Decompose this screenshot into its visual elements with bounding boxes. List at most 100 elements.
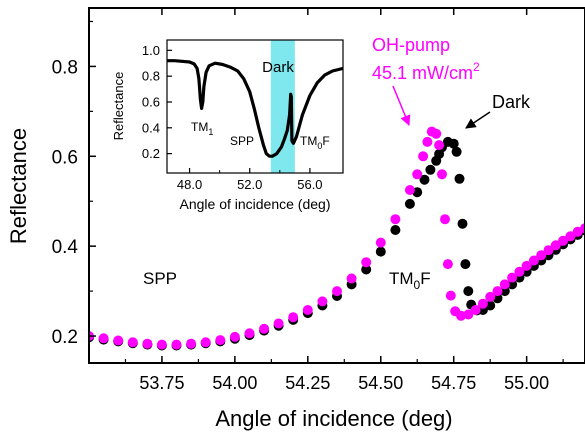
inset-y-tick-label: 1.0 — [142, 43, 160, 58]
main-point-pump — [431, 128, 442, 139]
main-point-pump — [422, 136, 433, 147]
main-point-dark — [448, 138, 459, 149]
main-x-tick-label: 54.00 — [212, 373, 257, 393]
main-point-pump — [186, 338, 197, 349]
main-point-pump — [442, 259, 453, 270]
main-chart: 53.75 54.00 54.25 54.50 54.75 55.00 0.2 0.4 0.6 0… — [6, 7, 585, 431]
inset-y-tick-label: 0.8 — [142, 69, 160, 84]
main-point-pump — [434, 140, 445, 151]
main-point-dark — [390, 225, 401, 235]
main-point-pump — [565, 231, 576, 242]
main-x-axis-label: Angle of incidence (deg) — [215, 406, 452, 431]
main-point-pump — [98, 333, 109, 344]
dark-arrow — [465, 111, 491, 129]
main-point-pump — [244, 328, 255, 339]
main-x-tick-label: 53.75 — [139, 373, 184, 393]
main-x-tick-label: 54.75 — [431, 373, 476, 393]
main-point-dark — [451, 146, 462, 157]
main-plot-frame — [88, 7, 585, 364]
main-point-pump — [463, 309, 474, 320]
main-point-pump — [127, 337, 138, 348]
inset-plot-frame — [166, 39, 344, 174]
main-point-pump — [521, 260, 532, 271]
main-y-axis-label: Reflectance — [6, 128, 31, 244]
main-point-pump — [317, 296, 328, 307]
main-point-pump — [440, 214, 450, 225]
main-point-dark — [457, 218, 468, 229]
main-point-pump — [375, 237, 386, 248]
main-point-pump — [492, 286, 503, 297]
pump-legend-line1: OH-pump — [372, 35, 450, 55]
main-point-pump — [412, 169, 423, 180]
inset-axis-ticks: 48.0 52.0 56.0 0.2 0.4 0.6 0.8 1.0 — [142, 43, 323, 192]
main-plot-marks — [89, 126, 585, 351]
inset-y-tick-label: 0.4 — [142, 120, 160, 135]
main-y-tick-label: 0.6 — [52, 147, 78, 168]
inset-x-tick-label: 56.0 — [297, 177, 322, 192]
main-point-dark — [404, 198, 415, 209]
main-point-pump — [361, 257, 372, 268]
main-point-pump — [499, 279, 510, 290]
main-point-dark — [361, 264, 372, 275]
main-point-pump — [288, 312, 299, 323]
main-point-pump — [470, 305, 481, 315]
inset-x-tick-label: 48.0 — [177, 177, 202, 192]
main-point-pump — [550, 240, 561, 251]
main-point-pump — [528, 255, 539, 266]
main-point-pump — [215, 335, 226, 346]
inset-plot-marks — [167, 59, 343, 158]
main-point-pump — [113, 335, 124, 346]
main-x-tick-label: 55.00 — [504, 373, 549, 393]
pump-legend-line2: 45.1 mW/cm2 — [372, 60, 480, 83]
inset-dark-curve — [167, 59, 343, 158]
main-point-dark — [463, 286, 474, 297]
main-point-pump — [445, 290, 456, 301]
inset-x-tick-label: 52.0 — [237, 177, 262, 192]
main-y-tick-label: 0.2 — [52, 327, 78, 348]
main-point-pump — [477, 298, 488, 309]
inset-y-tick-label: 0.2 — [142, 146, 160, 161]
main-point-pump — [536, 250, 547, 261]
main-point-pump — [514, 266, 525, 277]
main-x-tick-label: 54.50 — [358, 373, 403, 393]
inset-highlight-label: Dark — [262, 59, 294, 76]
main-x-tick-label: 54.25 — [285, 373, 330, 393]
spp-annotation: SPP — [143, 269, 177, 288]
main-point-pump — [332, 286, 342, 297]
inset-y-tick-label: 0.6 — [142, 94, 160, 109]
main-point-pump — [418, 151, 429, 162]
main-point-dark — [419, 174, 430, 185]
inset-x-axis-label: Angle of incidence (deg) — [180, 196, 331, 212]
main-point-dark — [454, 173, 465, 184]
main-point-dark — [425, 164, 436, 175]
main-point-pump — [485, 291, 496, 302]
main-point-pump — [346, 273, 357, 284]
main-point-pump — [302, 305, 313, 315]
main-point-pump — [200, 337, 211, 348]
tm0f-annotation: TM0F — [389, 269, 431, 292]
inset-chart: 48.0 52.0 56.0 0.2 0.4 0.6 0.8 1.0 Angle of inc… — [111, 39, 344, 212]
main-y-tick-label: 0.4 — [52, 237, 79, 258]
inset-spp-annotation: SPP — [230, 134, 254, 148]
main-point-pump — [142, 338, 153, 349]
main-point-pump — [507, 272, 518, 283]
main-point-pump — [580, 223, 585, 234]
pump-arrow — [392, 85, 411, 126]
main-point-pump — [390, 214, 401, 225]
main-point-pump — [259, 323, 270, 334]
main-point-pump — [558, 235, 569, 246]
main-point-pump — [437, 169, 447, 180]
main-point-dark — [375, 246, 386, 257]
main-point-pump — [171, 339, 182, 350]
inset-tm0f-annotation: TM0F — [300, 134, 330, 151]
main-point-pump — [156, 339, 167, 350]
main-point-pump — [273, 318, 284, 329]
main-point-pump — [229, 331, 240, 342]
main-point-pump — [543, 245, 554, 256]
dark-legend-label: Dark — [492, 92, 531, 112]
main-y-tick-label: 0.8 — [52, 57, 78, 78]
main-point-pump — [404, 185, 415, 195]
inset-tm1-annotation: TM1 — [191, 120, 213, 137]
main-point-dark — [460, 259, 471, 270]
